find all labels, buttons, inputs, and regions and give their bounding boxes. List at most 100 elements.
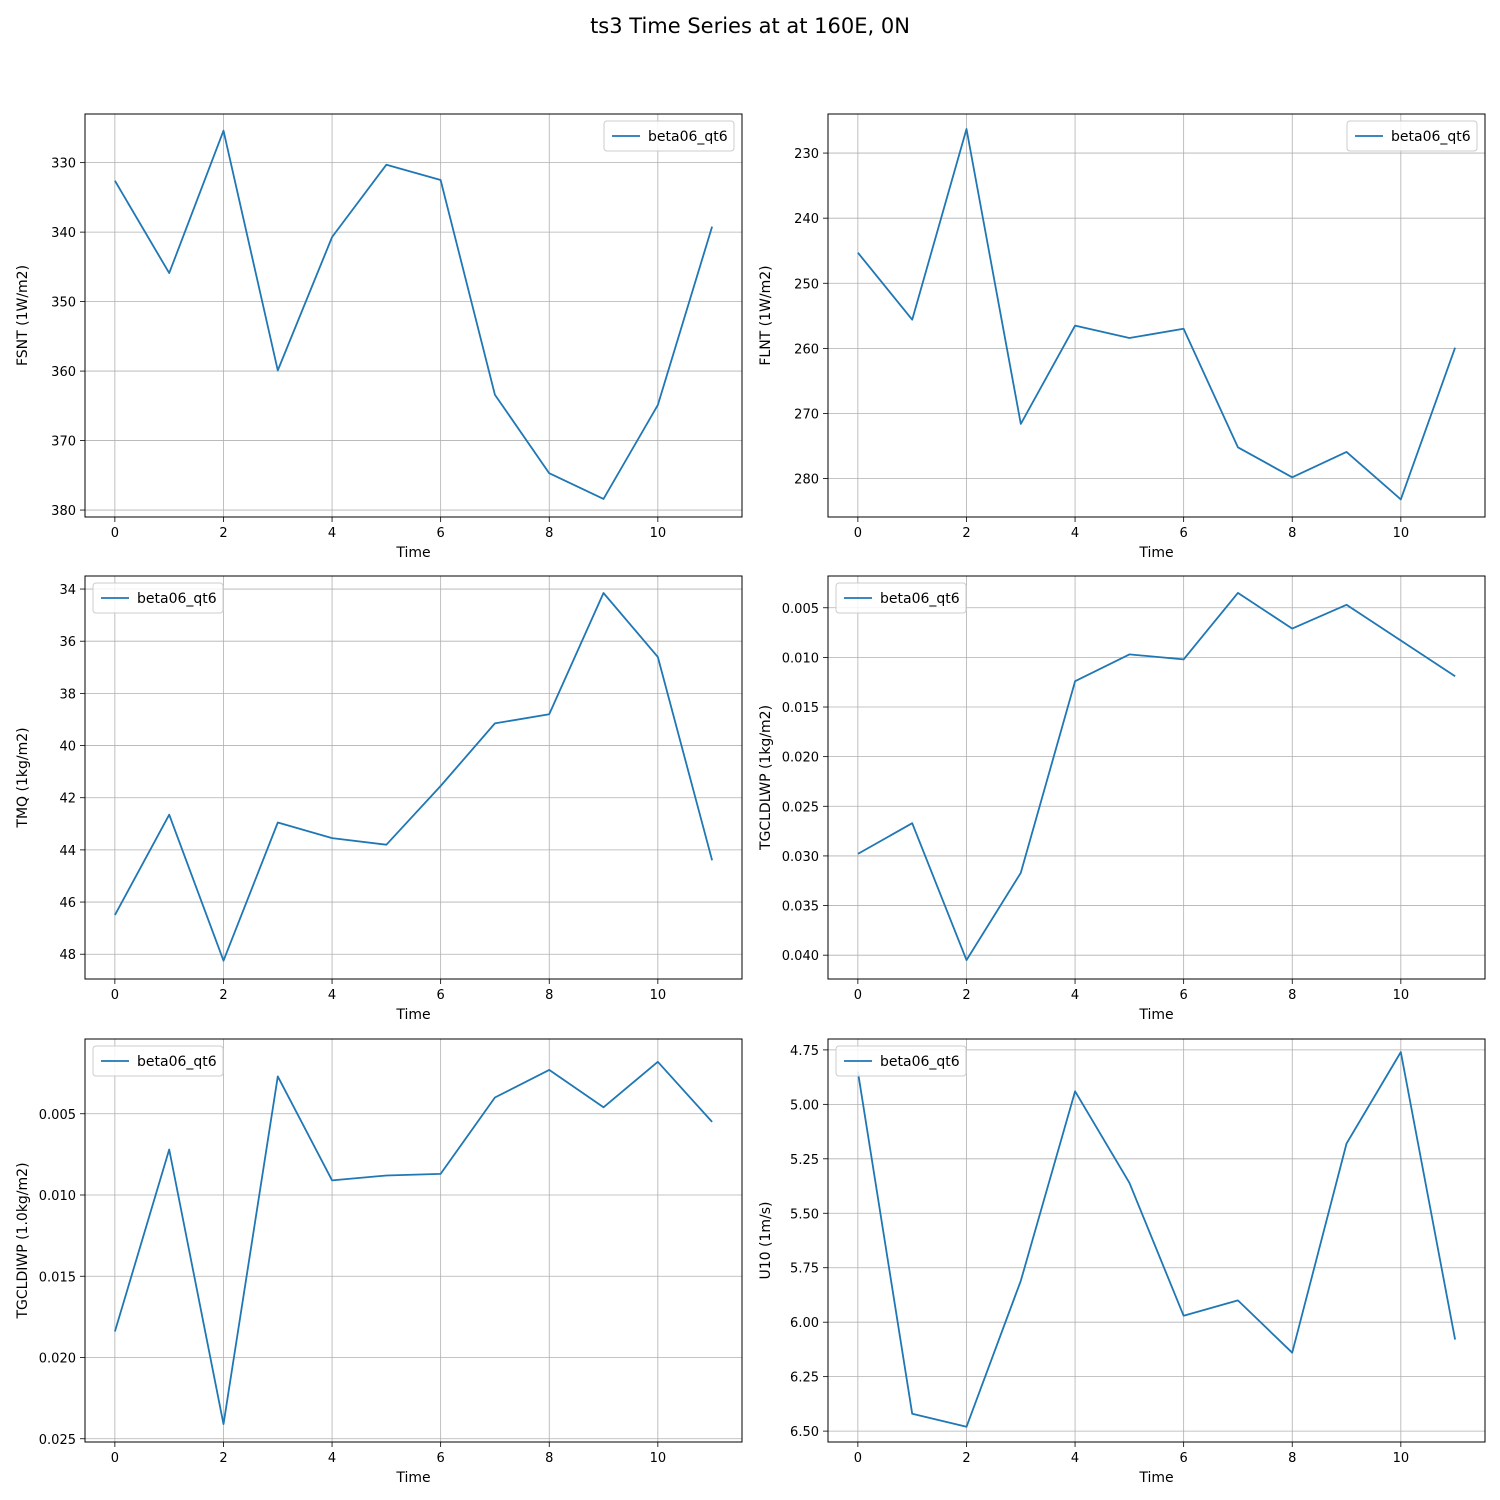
legend-box bbox=[92, 582, 224, 614]
legend-label: beta06_qt6 bbox=[137, 591, 217, 607]
y-tick-label: 0.020 bbox=[782, 751, 819, 766]
x-tick-label: 10 bbox=[650, 1451, 667, 1466]
data-point bbox=[439, 784, 442, 787]
data-point bbox=[1291, 627, 1294, 630]
data-point bbox=[548, 713, 551, 716]
axes-frame bbox=[84, 575, 743, 980]
y-tick-label: 5.25 bbox=[790, 1153, 819, 1168]
x-tick-label: 4 bbox=[328, 526, 336, 541]
legend-label: beta06_qt6 bbox=[648, 129, 728, 145]
axes-frame bbox=[84, 113, 743, 518]
y-tick-label: 0.010 bbox=[39, 1189, 76, 1204]
subplot-2: 0 2 4 6 8 10 230 240 250 260 270 280 Time FLNT (1W/m2… bbox=[758, 113, 1486, 561]
data-point bbox=[656, 404, 659, 407]
series-line-1 bbox=[857, 592, 1456, 961]
y-tick-label: 44 bbox=[59, 844, 76, 859]
y-tick-label: 0.030 bbox=[782, 850, 819, 865]
data-point bbox=[911, 822, 914, 825]
y-tick-label: 0.020 bbox=[39, 1352, 76, 1367]
y-tick-label: 6.25 bbox=[790, 1371, 819, 1386]
x-tick-label: 4 bbox=[328, 988, 336, 1003]
x-tick-label: 10 bbox=[650, 988, 667, 1003]
data-point bbox=[1291, 1351, 1294, 1354]
y-tick-label: 360 bbox=[51, 365, 76, 380]
data-point bbox=[1345, 1142, 1348, 1145]
x-tick-label: 8 bbox=[545, 988, 553, 1003]
y-tick-label: 5.75 bbox=[790, 1262, 819, 1277]
data-point bbox=[222, 959, 225, 962]
x-tick-label: 10 bbox=[650, 526, 667, 541]
x-axis-label: Time bbox=[395, 1470, 430, 1486]
x-tick-label: 6 bbox=[437, 988, 445, 1003]
legend-box bbox=[1346, 120, 1478, 152]
x-tick-label: 10 bbox=[1393, 1451, 1410, 1466]
data-point bbox=[113, 914, 116, 917]
data-point bbox=[276, 1075, 279, 1078]
data-point bbox=[276, 369, 279, 372]
y-tick-label: 340 bbox=[51, 226, 76, 241]
data-point bbox=[1182, 1314, 1185, 1317]
data-point bbox=[493, 393, 496, 396]
y-tick-label: 0.010 bbox=[782, 651, 819, 666]
data-point bbox=[168, 813, 171, 816]
data-point bbox=[1236, 1299, 1239, 1302]
data-point bbox=[168, 272, 171, 275]
data-point bbox=[222, 129, 225, 132]
y-axis-label: TGCLDLWP (1kg/m2) bbox=[758, 705, 774, 851]
series-line-1 bbox=[114, 592, 713, 962]
x-tick-label: 0 bbox=[854, 988, 862, 1003]
data-point bbox=[385, 843, 388, 846]
data-point bbox=[385, 163, 388, 166]
data-point bbox=[711, 1120, 714, 1123]
data-point bbox=[385, 1174, 388, 1177]
data-point bbox=[1019, 1279, 1022, 1282]
x-tick-label: 2 bbox=[219, 526, 227, 541]
y-tick-label: 4.75 bbox=[790, 1044, 819, 1059]
figure-title: ts3 Time Series at at 160E, 0N bbox=[590, 14, 910, 38]
data-point bbox=[1074, 680, 1077, 683]
data-point bbox=[548, 1068, 551, 1071]
legend-label: beta06_qt6 bbox=[1391, 129, 1471, 145]
x-tick-label: 4 bbox=[1071, 526, 1079, 541]
subplot-5: 0 2 4 6 8 10 0.005 0.010 0.015 0.020 0.025 Time TGCL… bbox=[15, 1038, 743, 1486]
y-tick-label: 6.00 bbox=[790, 1316, 819, 1331]
y-tick-label: 0.015 bbox=[39, 1270, 76, 1285]
y-tick-label: 350 bbox=[51, 296, 76, 311]
y-tick-label: 6.50 bbox=[790, 1425, 819, 1440]
data-point bbox=[1399, 498, 1402, 501]
plot-area bbox=[828, 114, 1485, 517]
data-point bbox=[1454, 1338, 1457, 1341]
data-point bbox=[1345, 450, 1348, 453]
y-tick-label: 42 bbox=[59, 792, 76, 807]
axes-frame bbox=[827, 1038, 1486, 1443]
plot-area bbox=[85, 1039, 742, 1442]
data-point bbox=[711, 225, 714, 228]
data-point bbox=[1236, 591, 1239, 594]
x-tick-label: 2 bbox=[219, 1451, 227, 1466]
data-point bbox=[1399, 1051, 1402, 1054]
y-tick-label: 370 bbox=[51, 435, 76, 450]
data-point bbox=[911, 1412, 914, 1415]
data-point bbox=[656, 655, 659, 658]
data-point bbox=[113, 1330, 116, 1333]
legend-box bbox=[835, 1045, 967, 1077]
data-point bbox=[1128, 1181, 1131, 1184]
data-point bbox=[168, 1148, 171, 1151]
y-axis-label: TGCLDIWP (1.0kg/m2) bbox=[15, 1162, 31, 1319]
y-tick-label: 0.035 bbox=[782, 900, 819, 915]
legend-label: beta06_qt6 bbox=[880, 1054, 960, 1070]
x-tick-label: 8 bbox=[1288, 1451, 1296, 1466]
data-point bbox=[856, 251, 859, 254]
plot-area bbox=[828, 576, 1485, 979]
data-point bbox=[331, 837, 334, 840]
series-line-1 bbox=[857, 1051, 1456, 1428]
y-axis-label: TMQ (1kg/m2) bbox=[15, 727, 31, 828]
data-point bbox=[1128, 336, 1131, 339]
x-axis-label: Time bbox=[1138, 1470, 1173, 1486]
data-point bbox=[493, 722, 496, 725]
data-point bbox=[602, 591, 605, 594]
data-point bbox=[911, 318, 914, 321]
x-tick-label: 0 bbox=[111, 988, 119, 1003]
x-axis-label: Time bbox=[395, 1007, 430, 1023]
x-tick-label: 2 bbox=[962, 1451, 970, 1466]
